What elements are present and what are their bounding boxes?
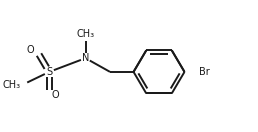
Text: O: O [27,45,35,55]
Text: S: S [46,67,52,77]
Text: CH₃: CH₃ [76,29,95,39]
Text: O: O [51,90,59,100]
Text: CH₃: CH₃ [3,80,21,90]
Text: Br: Br [199,67,210,77]
Text: N: N [82,53,89,63]
